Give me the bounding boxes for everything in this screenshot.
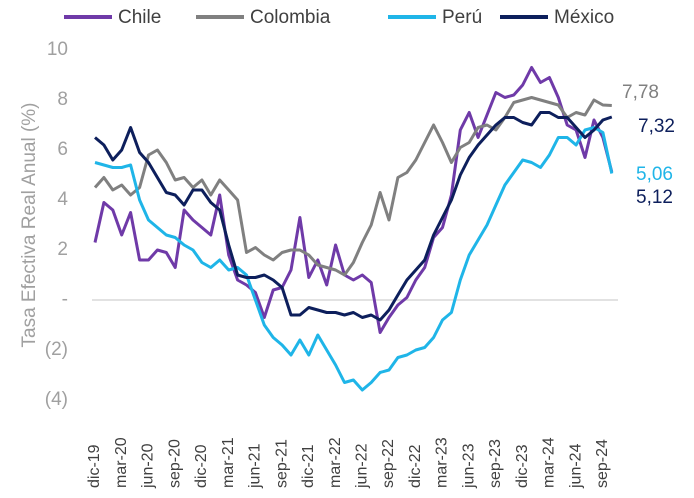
x-tick-label: dic-20 [193, 444, 210, 488]
x-tick-label: sep-20 [166, 439, 183, 488]
x-tick-label: jun-22 [354, 443, 371, 489]
x-tick-label: mar-22 [327, 437, 344, 488]
y-tick-label: - [62, 289, 68, 310]
x-tick-label: sep-21 [273, 439, 290, 488]
x-tick-label: sep-22 [380, 439, 397, 488]
x-tick-label: mar-23 [434, 437, 451, 488]
x-tick-label: dic-23 [514, 444, 531, 488]
x-tick-label: jun-24 [567, 443, 584, 489]
x-tick-label: sep-24 [594, 439, 611, 488]
x-tick-label: dic-19 [86, 444, 103, 488]
end-label: 5,06 [636, 164, 673, 185]
x-tick-label: jun-21 [247, 443, 264, 489]
legend-label: México [554, 7, 614, 28]
series-line [94, 126, 614, 392]
end-label: 7,32 [638, 116, 675, 137]
legend-label: Colombia [250, 7, 331, 28]
x-tick-label: mar-20 [113, 437, 130, 488]
y-tick-label: 2 [57, 239, 68, 260]
y-tick-label: 8 [57, 89, 68, 110]
end-label: 7,78 [622, 82, 659, 103]
series-line [93, 96, 612, 277]
y-tick-label: (2) [45, 339, 68, 360]
x-tick-label: mar-21 [220, 437, 237, 488]
y-tick-label: 4 [57, 189, 68, 210]
x-tick-label: dic-21 [300, 444, 317, 488]
end-label: 5,12 [636, 187, 673, 208]
series-line [93, 66, 614, 334]
x-tick-label: dic-22 [407, 444, 424, 488]
x-tick-label: jun-20 [140, 443, 157, 489]
x-tick-label: mar-24 [541, 437, 558, 488]
y-tick-label: 10 [47, 39, 68, 60]
legend-label: Chile [118, 7, 161, 28]
series-line [94, 111, 613, 322]
y-axis-title: Tasa Efectiva Real Anual (%) [19, 102, 40, 347]
x-tick-label: sep-23 [487, 439, 504, 488]
y-tick-label: 6 [57, 139, 68, 160]
x-tick-label: jun-23 [460, 443, 477, 489]
legend-label: Perú [442, 7, 482, 28]
y-tick-label: (4) [45, 389, 68, 410]
